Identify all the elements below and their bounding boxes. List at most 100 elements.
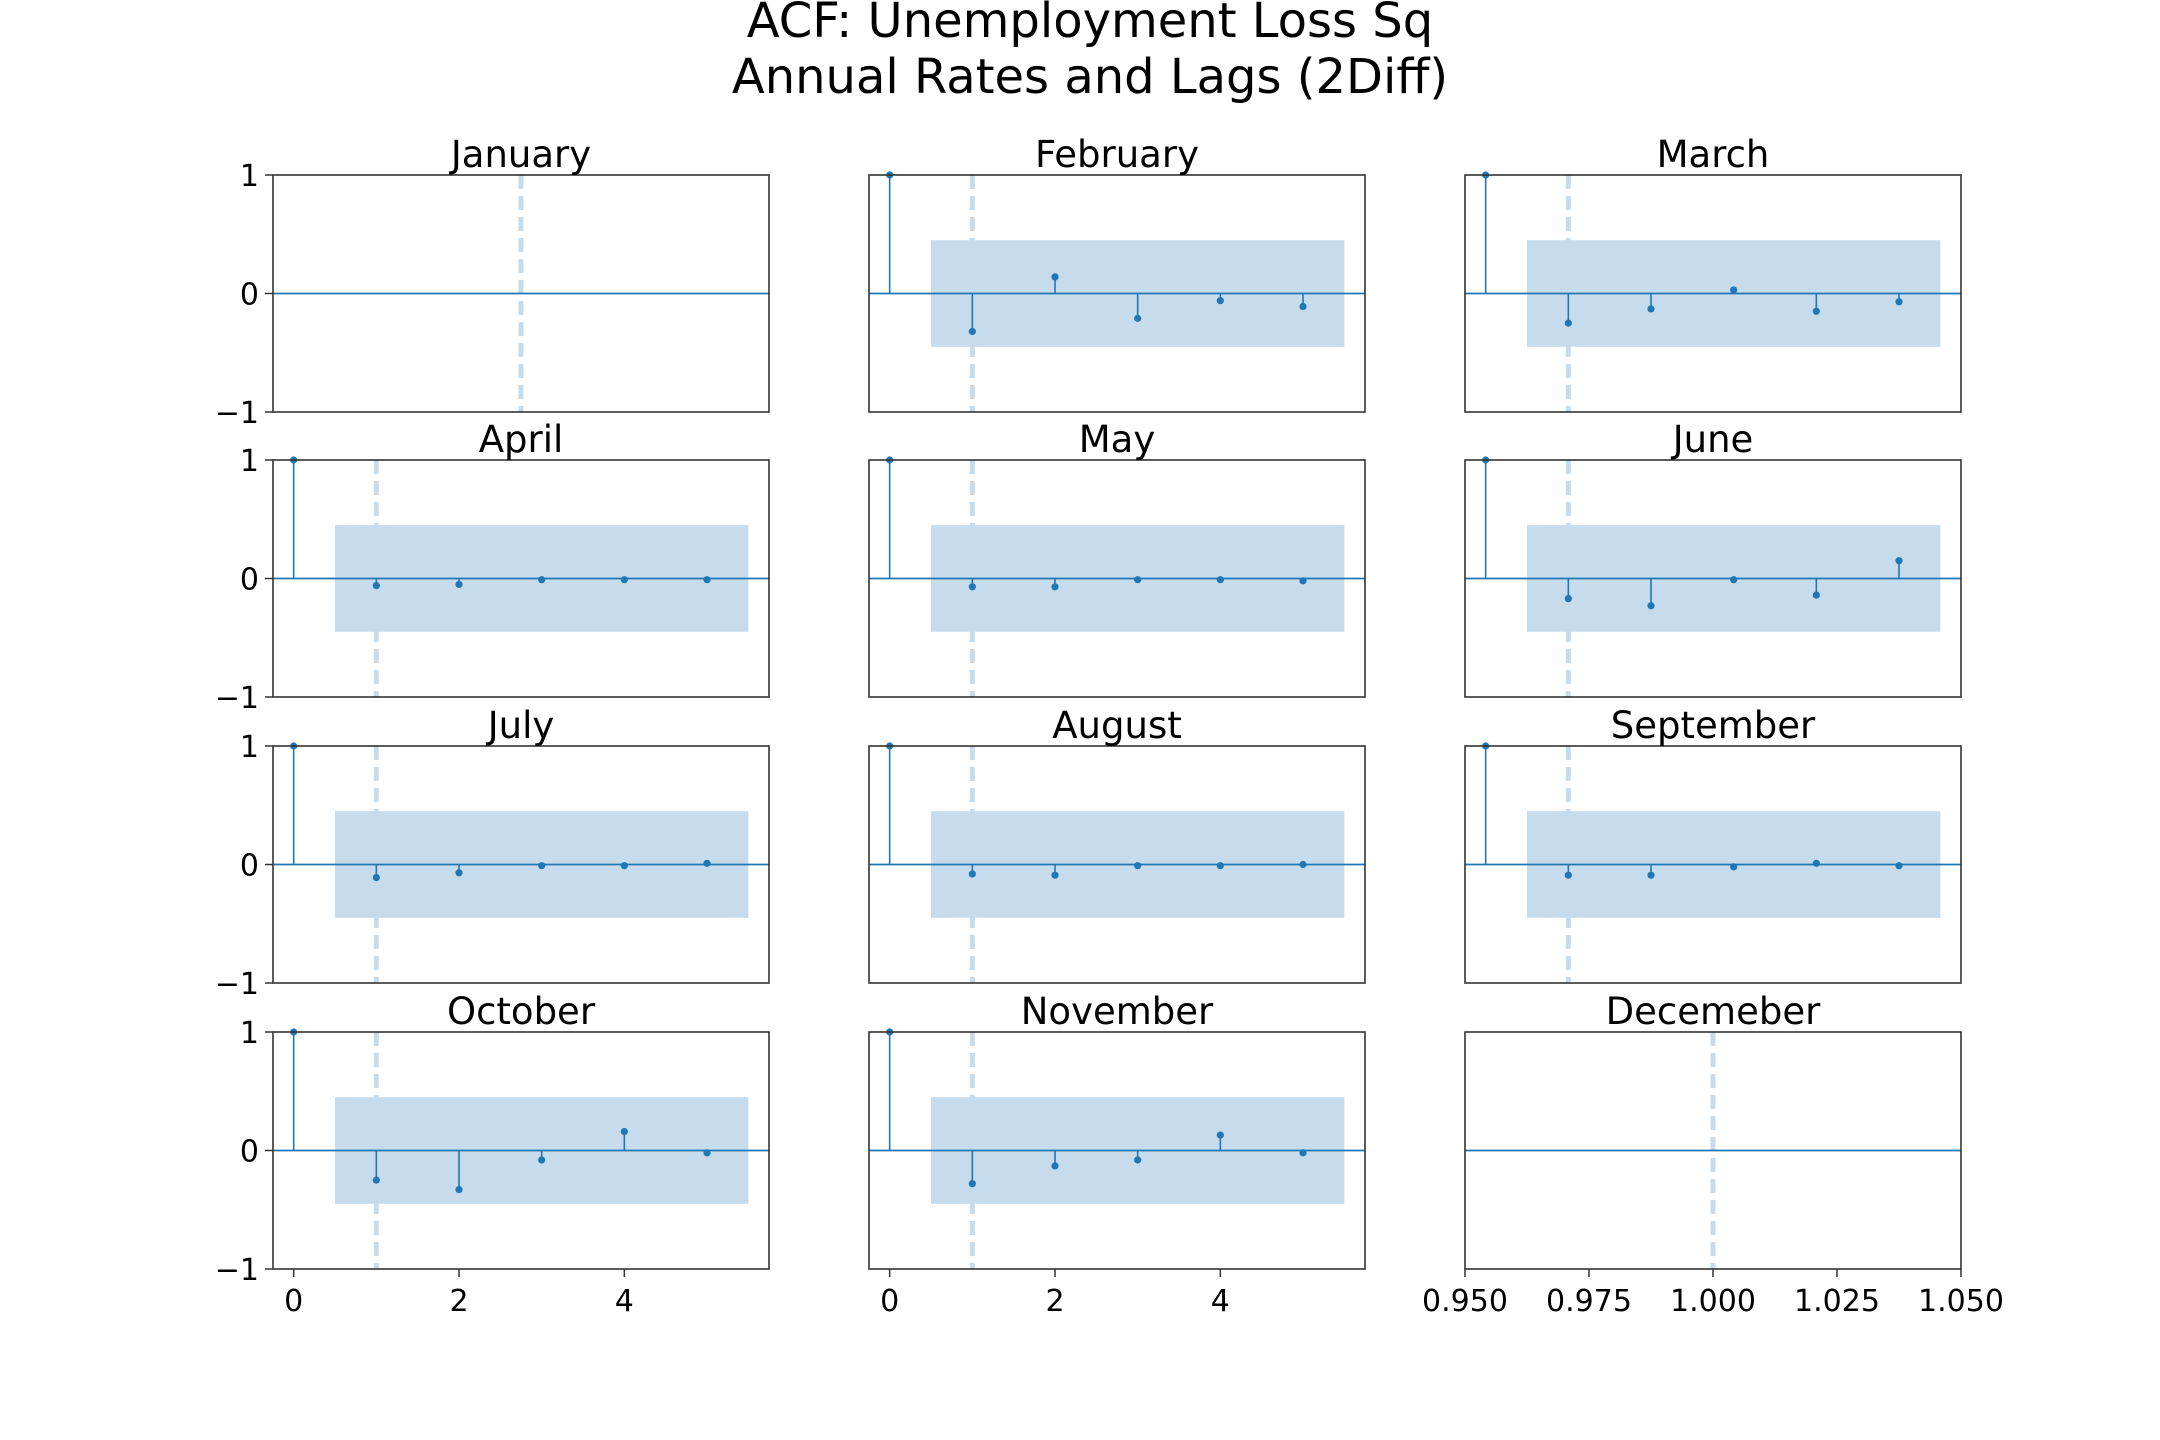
x-tick-label: 2: [1045, 1284, 1064, 1319]
x-tick-label: 2: [449, 1284, 468, 1319]
acf-point-lag-5: [703, 576, 711, 584]
acf-point-lag-3: [538, 862, 546, 870]
subplot-title: September: [1611, 704, 1816, 747]
acf-point-lag-1: [1564, 319, 1572, 327]
acf-point-lag-4: [1812, 591, 1820, 599]
subplot-title: March: [1657, 133, 1770, 176]
subplot-title: February: [1035, 133, 1199, 176]
acf-point-lag-1: [372, 582, 380, 590]
acf-point-lag-4: [1216, 862, 1224, 870]
acf-point-lag-2: [1051, 273, 1059, 281]
y-tick-label: 1: [240, 159, 259, 194]
subplot-title: October: [447, 990, 596, 1033]
subplot-november: November 0 2 4: [868, 990, 1366, 1319]
acf-point-lag-3: [1134, 1156, 1142, 1164]
x-tick-label: 0.950: [1422, 1284, 1508, 1319]
acf-point-lag-5: [703, 1149, 711, 1157]
axes-frame: [1464, 459, 1962, 698]
acf-point-lag-3: [538, 576, 546, 584]
axes-frame: [868, 459, 1366, 698]
subplot-september: September: [1464, 704, 1962, 984]
y-tick-label: 1: [240, 730, 259, 765]
subplot-january: January 1 0 −1: [215, 133, 770, 431]
acf-point-lag-3: [1134, 576, 1142, 584]
y-tick-label: −1: [215, 396, 259, 431]
acf-point-lag-5: [1299, 1149, 1307, 1157]
subplot-august: August: [868, 704, 1366, 984]
y-tick-label: 1: [240, 1016, 259, 1051]
x-tick-label: 0: [284, 1284, 303, 1319]
x-tick-label: 1.025: [1794, 1284, 1880, 1319]
axes-frame: [1464, 745, 1962, 984]
subplot-grid: January 1 0 −1 February March April 1 0 −1 May June…: [215, 133, 2004, 1319]
subplot-july: July 1 0 −1: [215, 704, 770, 1002]
acf-point-lag-3: [1730, 576, 1738, 584]
acf-point-lag-2: [1647, 602, 1655, 610]
figure-title-line2: Annual Rates and Lags (2Diff): [732, 49, 1448, 105]
acf-point-lag-3: [1134, 314, 1142, 322]
acf-point-lag-4: [620, 1127, 628, 1136]
axes-frame: [868, 174, 1366, 413]
axes-frame: [1464, 174, 1962, 413]
acf-point-lag-5: [1895, 862, 1903, 870]
x-tick-label: 1.000: [1670, 1284, 1756, 1319]
x-tick-label: 4: [615, 1284, 634, 1319]
subplot-title: August: [1052, 704, 1181, 747]
y-tick-label: 0: [240, 278, 259, 313]
y-tick-label: −1: [215, 1253, 259, 1288]
subplot-title: Decemeber: [1606, 990, 1821, 1033]
acf-point-lag-3: [1134, 862, 1142, 870]
acf-point-lag-5: [1895, 557, 1903, 565]
subplot-title: June: [1671, 418, 1754, 461]
y-tick-label: 1: [240, 444, 259, 479]
subplot-june: June: [1464, 418, 1962, 698]
x-tick-label: 0.975: [1546, 1284, 1632, 1319]
acf-point-lag-4: [1812, 307, 1820, 315]
acf-point-lag-5: [1299, 860, 1307, 869]
subplot-title: July: [486, 704, 555, 747]
subplot-october: October 1 0 −1 0 2 4: [215, 990, 770, 1319]
acf-point-lag-2: [1051, 871, 1059, 879]
acf-point-lag-3: [538, 1156, 546, 1164]
acf-point-lag-1: [968, 327, 976, 336]
acf-point-lag-4: [1812, 859, 1820, 867]
acf-point-lag-2: [1051, 1162, 1059, 1170]
subplot-title: April: [479, 418, 564, 461]
figure-title-line1: ACF: Unemployment Loss Sq: [747, 0, 1434, 49]
acf-point-lag-4: [620, 576, 628, 584]
acf-point-lag-2: [455, 580, 463, 589]
subplot-february: February: [868, 133, 1366, 413]
acf-point-lag-5: [1895, 298, 1903, 306]
acf-point-lag-1: [372, 873, 380, 882]
acf-point-lag-1: [968, 870, 976, 878]
axes-frame: [868, 745, 1366, 984]
acf-point-lag-2: [1647, 305, 1655, 313]
acf-point-lag-2: [455, 869, 463, 877]
acf-point-lag-1: [968, 1180, 976, 1188]
acf-point-lag-4: [1216, 576, 1224, 584]
y-tick-label: 0: [240, 1135, 259, 1170]
acf-point-lag-5: [1299, 577, 1307, 585]
acf-point-lag-1: [968, 583, 976, 591]
subplot-title: May: [1079, 418, 1156, 461]
y-tick-label: 0: [240, 563, 259, 598]
acf-point-lag-5: [703, 859, 711, 867]
subplot-title: January: [449, 133, 591, 176]
y-tick-label: 0: [240, 849, 259, 884]
x-tick-label: 4: [1211, 1284, 1230, 1319]
acf-point-lag-2: [1647, 871, 1655, 879]
subplot-decemeber: Decemeber 0.950 0.975 1.000 1.025 1.050: [1422, 990, 2004, 1319]
acf-point-lag-1: [372, 1176, 380, 1184]
acf-point-lag-5: [1299, 302, 1307, 311]
acf-point-lag-3: [1730, 863, 1738, 871]
acf-point-lag-4: [1216, 297, 1224, 305]
subplot-march: March: [1464, 133, 1962, 413]
x-tick-label: 1.050: [1918, 1284, 2004, 1319]
acf-point-lag-4: [1216, 1131, 1224, 1139]
acf-point-lag-2: [455, 1186, 463, 1194]
acf-point-lag-1: [1564, 595, 1572, 603]
x-tick-label: 0: [880, 1284, 899, 1319]
acf-point-lag-1: [1564, 871, 1572, 879]
acf-point-lag-4: [620, 862, 628, 870]
